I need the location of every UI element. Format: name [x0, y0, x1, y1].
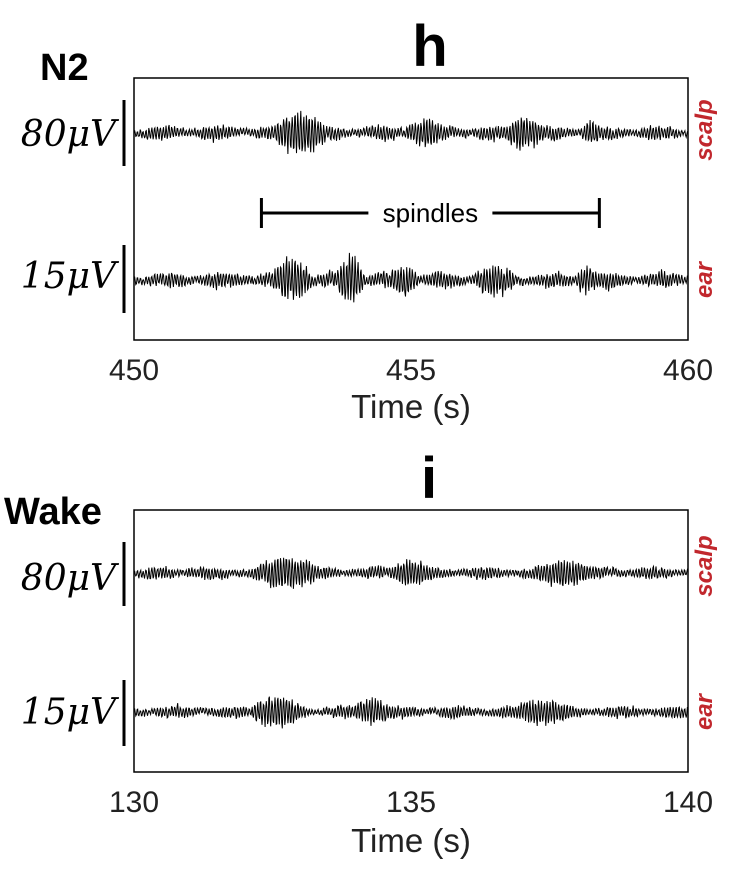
scale-label-scalp-i: 80μV — [21, 558, 120, 599]
scale-label-ear-i: 15μV — [21, 692, 120, 733]
spindles-label: spindles — [383, 198, 478, 228]
trace-scalp-h — [133, 110, 689, 155]
x-tick-h-0: 450 — [109, 354, 159, 387]
x-tick-i-0: 130 — [109, 786, 159, 819]
panel-h: h N2 80μV 15μV scalp ear spindles 450 45… — [21, 14, 718, 425]
scale-label-ear-h: 15μV — [21, 256, 120, 297]
trace-ear-h — [133, 252, 689, 303]
channel-label-ear-i: ear — [691, 692, 718, 730]
panel-label-i: i — [421, 446, 437, 511]
stage-label-wake: Wake — [4, 491, 102, 533]
spindles-annotation: spindles — [259, 198, 601, 228]
trace-ear-i — [133, 696, 689, 729]
x-tick-i-1: 135 — [386, 786, 436, 819]
x-tick-h-2: 460 — [663, 354, 713, 387]
channel-label-scalp-i: scalp — [691, 535, 718, 596]
x-axis-label-i: Time (s) — [351, 822, 471, 859]
channel-label-ear-h: ear — [691, 260, 718, 298]
stage-label-n2: N2 — [40, 47, 89, 89]
plot-frame-i — [133, 509, 689, 773]
panel-i: i Wake 80μV 15μV scalp ear 130 135 140 T… — [4, 446, 718, 859]
channel-label-scalp-h: scalp — [691, 99, 718, 160]
x-tick-h-1: 455 — [386, 354, 436, 387]
x-axis-label-h: Time (s) — [351, 388, 471, 425]
trace-scalp-i — [133, 557, 689, 589]
scale-label-scalp-h: 80μV — [21, 114, 120, 155]
plot-frame-h — [133, 77, 689, 341]
x-tick-i-2: 140 — [663, 786, 713, 819]
panel-label-h: h — [412, 14, 447, 79]
